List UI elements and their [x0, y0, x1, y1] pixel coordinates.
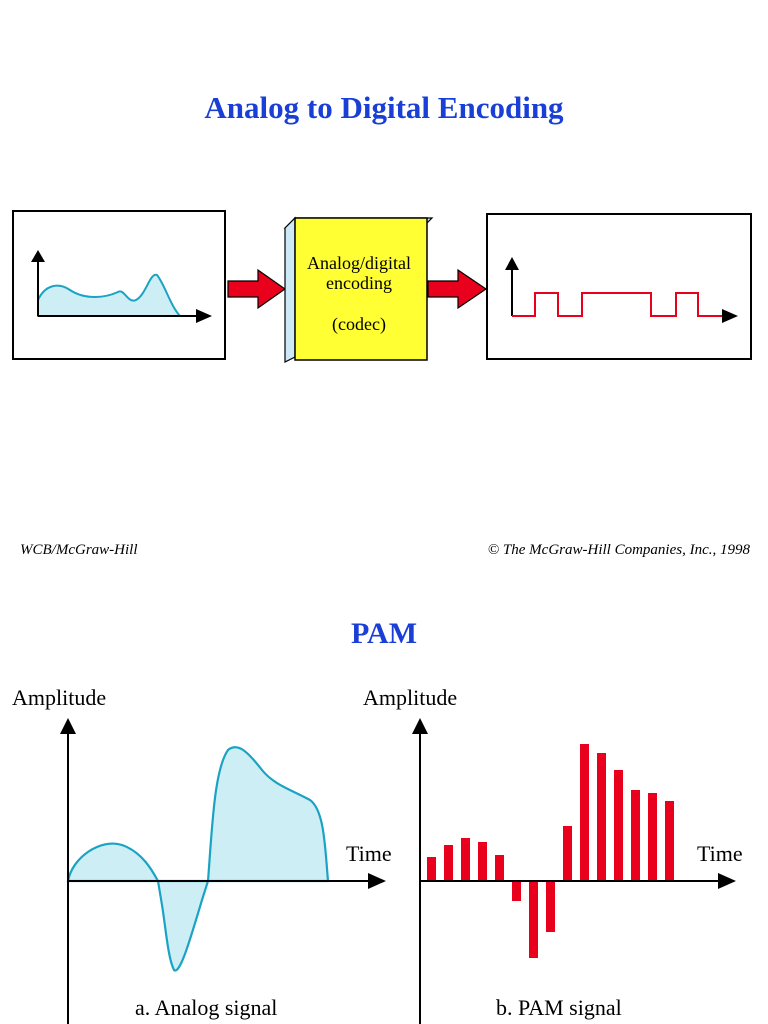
y-axis-label: Amplitude [363, 685, 457, 710]
pam-signal-panel: Amplitude Time b. PAM signal [363, 685, 743, 1024]
pam-pulse [444, 845, 453, 881]
panel-caption: b. PAM signal [496, 995, 622, 1020]
pam-pulse [546, 881, 555, 932]
y-axis-arrow-icon [505, 257, 519, 270]
y-axis-arrow-icon [60, 718, 76, 734]
y-axis-arrow-icon [412, 718, 428, 734]
codec-label-line1: Analog/digital [307, 253, 411, 273]
analog-waveform [37, 273, 183, 317]
pam-pulse [614, 770, 623, 881]
codec-box: Analog/digital encoding (codec) [283, 216, 434, 363]
pam-pulse [461, 838, 470, 881]
y-axis-label: Amplitude [12, 685, 106, 710]
analog-signal-curve [66, 746, 330, 972]
pam-pulse [427, 857, 436, 881]
analog-input-panel [12, 210, 226, 360]
x-axis-arrow-icon [368, 873, 386, 889]
pam-pulse [631, 790, 640, 881]
x-axis-label: Time [697, 841, 743, 866]
flow-arrow-icon [227, 268, 287, 310]
pam-pulse [512, 881, 521, 901]
x-axis-label: Time [346, 841, 392, 866]
pam-pulse [563, 826, 572, 881]
encoding-diagram: Analog/digital encoding (codec) [12, 210, 752, 363]
pam-pulse [648, 793, 657, 881]
slide-title-pam: PAM [350, 617, 418, 650]
pam-pulses [427, 744, 674, 958]
codec-label-line3: (codec) [332, 314, 386, 335]
x-axis-arrow-icon [722, 309, 738, 323]
footer-copyright: © The McGraw-Hill Companies, Inc., 1998 [487, 542, 750, 558]
pam-pulse [495, 855, 504, 881]
pam-pulse [580, 744, 589, 881]
pam-pulse [478, 842, 487, 881]
flow-arrow-icon [427, 268, 488, 310]
digital-output-panel [486, 213, 752, 360]
pam-pulse [529, 881, 538, 958]
digital-waveform [512, 292, 725, 317]
panel-caption: a. Analog signal [135, 995, 277, 1020]
x-axis-arrow-icon [196, 309, 212, 323]
x-axis-arrow-icon [718, 873, 736, 889]
slide-title: Analog to Digital Encoding [204, 90, 564, 125]
footer-publisher: WCB/McGraw-Hill [20, 542, 138, 558]
pam-pulse [597, 753, 606, 881]
codec-label-line2: encoding [326, 273, 392, 293]
analog-signal-panel: Amplitude Time a. Analog signal [12, 685, 392, 1024]
pam-pulse [665, 801, 674, 881]
y-axis-arrow-icon [31, 250, 45, 262]
